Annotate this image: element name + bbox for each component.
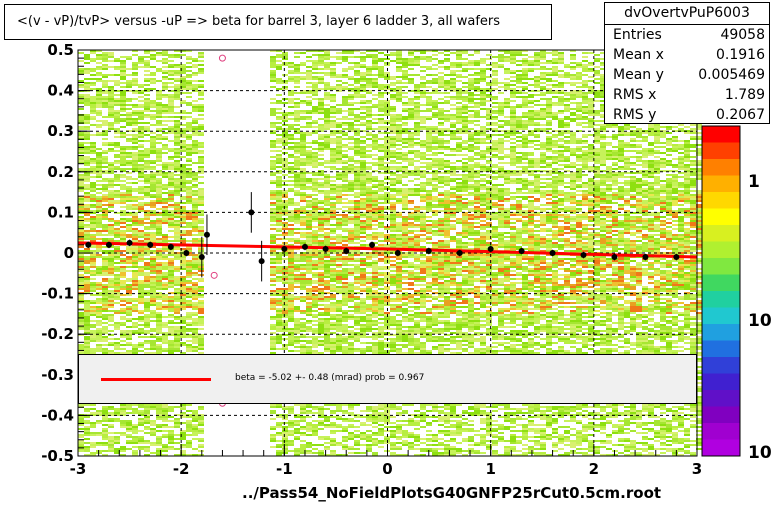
x-tick-label: 3 [692,460,702,478]
stats-label: Mean y [613,67,664,83]
profile-point [258,258,265,265]
palette-swatch [702,159,740,176]
stats-row: RMS x 1.789 [605,85,769,105]
palette-swatch [702,373,740,391]
profile-point [611,254,618,261]
data-series [77,54,698,407]
axes: -3 -2 -1 0 1 2 3 -0.5 -0.4 -0.3 -0.2 -0.1 0 0.1 0.2 0.3… [41,41,702,478]
x-axis-title: ../Pass54_NoFieldPlotsG40GNFP25rCut0.5cm… [242,484,662,502]
palette-swatch [702,324,740,341]
palette-swatch [702,192,740,209]
profile-point [183,250,190,256]
y-tick-label: 0.2 [47,163,74,181]
stats-row: Mean x 0.1916 [605,45,769,65]
profile-point [281,245,288,252]
y-tick-label: 0.3 [47,122,74,140]
profile-point [394,250,401,256]
stats-value: 49058 [720,27,765,43]
open-marker [210,271,218,279]
palette-frame [701,125,741,457]
stats-value: 0.2067 [716,107,765,123]
profile-point [203,231,210,238]
stats-label: RMS y [613,107,657,123]
fit-legend: beta = -5.02 +- 0.48 (mrad) prob = 0.967 [78,354,697,404]
y-tick-label: 0 [64,244,74,262]
stats-value: 0.1916 [716,47,765,63]
palette-swatch [702,142,740,160]
palette-label: 1 [748,172,760,192]
profile-point [369,241,376,248]
stats-name: dvOvertvPuP6003 [605,3,769,25]
palette-label: 10 [748,311,772,331]
profile-point [322,245,329,252]
palette-swatch [702,406,740,424]
stats-label: Entries [613,27,662,43]
palette-swatch [702,439,740,457]
stats-box: dvOvertvPuP6003 Entries 49058 Mean x 0.191… [604,2,770,124]
y-tick-label: 0.1 [47,203,74,221]
profile-point [518,247,525,254]
palette-swatch [702,175,740,193]
palette-swatch [702,225,740,242]
y-tick-label: 0.4 [47,82,74,100]
palette-label: 10 [748,443,772,463]
profile-point [147,241,154,248]
x-tick-label: -2 [173,460,190,478]
fit-legend-text: beta = -5.02 +- 0.48 (mrad) prob = 0.967 [235,373,425,383]
palette-swatch [702,274,740,292]
x-tick-label: -3 [70,460,87,478]
profile-point [549,250,556,256]
profile-point [301,243,308,250]
plot-title: <(v - vP)/tvP> versus -uP => beta for ba… [4,4,552,40]
y-tick-label: -0.3 [41,366,74,384]
palette-swatch [702,126,740,143]
palette-swatch [702,307,740,325]
palette-swatch [702,258,740,275]
profile-point [85,241,92,248]
palette-swatch [702,357,740,374]
stats-row: Mean y 0.005469 [605,65,769,85]
palette-swatch [702,340,740,358]
palette-swatch [702,241,740,259]
stats-value: 1.789 [724,87,765,103]
x-tick-label: 1 [485,460,495,478]
profile-point [456,250,463,256]
profile-point [167,243,174,250]
stats-label: RMS x [613,87,657,103]
stats-row: Entries 49058 [605,25,769,45]
profile-point [580,252,587,259]
fit-legend-line [101,378,211,381]
palette-swatch [702,423,740,440]
y-tick-label: -0.1 [41,285,74,303]
profile-point [487,245,494,252]
stats-label: Mean x [613,47,664,63]
y-tick-label: -0.5 [41,447,74,465]
profile-point [105,241,112,248]
stats-value: 0.005469 [698,67,765,83]
palette-swatch [702,208,740,226]
profile-point [642,254,649,261]
plot-title-text: <(v - vP)/tvP> versus -uP => beta for ba… [17,14,501,29]
profile-point [343,247,350,254]
profile-point [673,254,680,261]
x-tick-label: -1 [276,460,293,478]
stats-row: RMS y 0.2067 [605,105,769,125]
palette-swatch [702,291,740,308]
open-marker [218,54,226,62]
profile-point [126,239,133,246]
profile-point [425,247,432,254]
profile-point [198,254,205,261]
color-palette: 1 10 10 [701,125,772,463]
x-tick-label: 2 [589,460,599,478]
profile-point [248,209,255,216]
x-tick-label: 0 [382,460,392,478]
palette-swatch [702,390,740,407]
y-tick-label: -0.2 [41,325,74,343]
y-tick-label: -0.4 [41,406,74,424]
y-tick-label: 0.5 [47,41,74,59]
